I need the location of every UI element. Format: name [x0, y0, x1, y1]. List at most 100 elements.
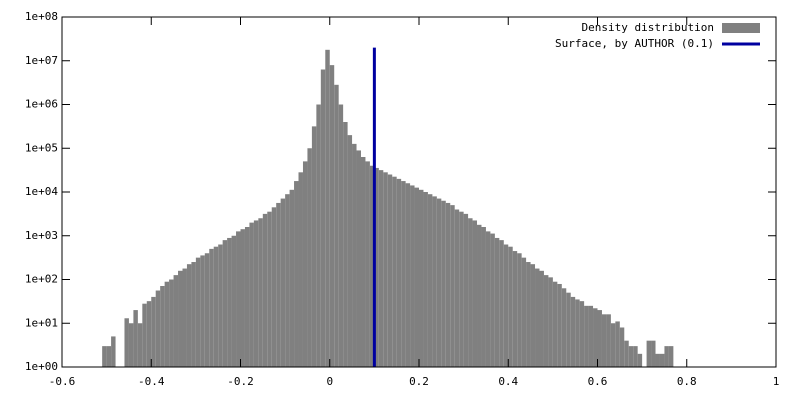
histogram-bar — [512, 251, 518, 367]
histogram-bar — [128, 323, 134, 367]
histogram-bar — [311, 126, 317, 367]
y-tick-label: 1e+05 — [25, 141, 58, 154]
histogram-bar — [236, 231, 241, 367]
y-tick-label: 1e+07 — [25, 54, 58, 67]
histogram-bar — [178, 270, 183, 367]
histogram-bar — [392, 176, 397, 367]
histogram-bar — [401, 181, 406, 367]
histogram-bar — [338, 104, 344, 367]
histogram-bar — [334, 84, 339, 367]
histogram-bar — [173, 275, 179, 367]
legend-label: Density distribution — [582, 21, 714, 34]
histogram-bar — [517, 253, 522, 367]
histogram-bar — [227, 237, 232, 367]
histogram-bar — [307, 148, 312, 367]
histogram-bar — [503, 244, 509, 367]
histogram-bar — [294, 181, 299, 367]
histogram-bar — [445, 202, 451, 367]
histogram-bar — [151, 296, 156, 367]
histogram-bar — [405, 183, 411, 367]
histogram-bar — [655, 353, 660, 367]
histogram-bar — [459, 211, 464, 367]
y-tick-label: 1e+02 — [25, 273, 58, 286]
histogram-bar — [102, 346, 107, 367]
histogram-bar — [610, 323, 616, 367]
histogram-bar — [316, 104, 321, 367]
histogram-bar — [325, 49, 330, 367]
histogram-bar — [124, 318, 129, 367]
histogram-bar — [490, 233, 495, 367]
histogram-bar — [231, 235, 237, 367]
histogram-bar — [200, 255, 205, 367]
histogram-bar — [365, 161, 370, 367]
histogram-bar — [222, 240, 228, 367]
histogram-bar — [182, 268, 187, 367]
histogram-bar — [383, 172, 388, 367]
x-tick-label: 0.6 — [588, 375, 608, 388]
y-tick-label: 1e+03 — [25, 229, 58, 242]
histogram-bar — [240, 229, 245, 367]
y-tick-label: 1e+00 — [25, 360, 58, 373]
histogram-bar — [195, 257, 201, 367]
x-tick-label: -0.4 — [138, 375, 165, 388]
histogram-bar — [289, 189, 295, 367]
histogram-bar — [597, 310, 602, 367]
histogram-bar — [584, 305, 589, 367]
histogram-bar — [213, 246, 219, 367]
y-tick-label: 1e+01 — [25, 316, 58, 329]
histogram-bar — [276, 202, 281, 367]
x-tick-label: 0.8 — [677, 375, 697, 388]
histogram-bar — [191, 262, 196, 367]
histogram-bar — [619, 327, 625, 367]
histogram-bar — [539, 270, 544, 367]
histogram-bar — [454, 209, 460, 367]
histogram-bar — [477, 224, 482, 367]
histogram-bar — [271, 207, 277, 367]
histogram-bar — [628, 346, 634, 367]
legend-swatch — [722, 23, 760, 33]
histogram-bar — [593, 308, 598, 367]
histogram-bar — [186, 264, 192, 367]
histogram-bar — [387, 174, 393, 367]
histogram-bar — [530, 264, 536, 367]
x-tick-label: 0.2 — [409, 375, 429, 388]
histogram-bar — [646, 340, 652, 367]
histogram-bar — [155, 290, 161, 367]
histogram-bar — [494, 237, 500, 367]
histogram-bar — [485, 231, 491, 367]
histogram-bar — [285, 194, 290, 367]
histogram-bar — [436, 198, 442, 367]
histogram-bar — [396, 178, 402, 367]
histogram-bar — [526, 262, 531, 367]
histogram-bar — [137, 323, 143, 367]
histogram-bar — [552, 281, 558, 367]
histogram-bar — [659, 353, 665, 367]
histogram-bar — [601, 314, 607, 367]
histogram-bar — [548, 277, 553, 367]
histogram-bar — [410, 185, 415, 367]
histogram-bar — [369, 165, 375, 367]
x-tick-label: 1 — [773, 375, 780, 388]
histogram-bar — [606, 314, 611, 367]
histogram-bar — [468, 218, 473, 367]
y-tick-label: 1e+04 — [25, 185, 58, 198]
histogram-bar — [298, 172, 303, 367]
histogram-bar — [329, 65, 335, 367]
histogram-bar — [356, 150, 361, 367]
histogram-bar — [253, 220, 259, 367]
histogram-bar — [432, 196, 437, 367]
histogram-bar — [575, 299, 580, 367]
histogram-bar — [463, 213, 469, 367]
histogram-bar — [244, 226, 250, 367]
histogram-bar — [481, 226, 486, 367]
histogram-bar — [561, 288, 567, 367]
histogram-bar — [624, 340, 629, 367]
histogram-bar — [637, 353, 643, 367]
histogram-bar — [209, 248, 214, 367]
histogram-bar — [441, 200, 446, 367]
histogram-bar — [579, 301, 585, 367]
histogram-bar — [419, 189, 424, 367]
histogram-bar — [450, 205, 455, 367]
histogram-bar — [146, 301, 152, 367]
